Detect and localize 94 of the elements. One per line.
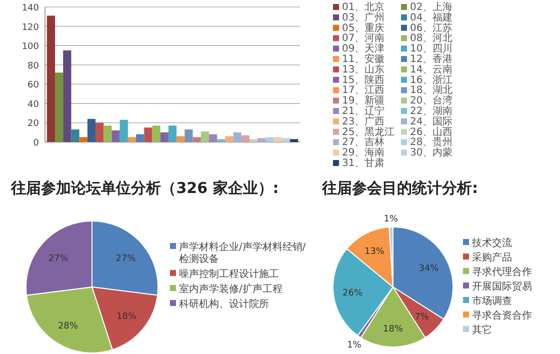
legend-label: 市场调查	[472, 295, 512, 307]
legend-label: 科研机构、设计院所	[179, 298, 269, 310]
data-label: 28%	[58, 321, 78, 332]
bar	[87, 118, 96, 142]
legend-label: 26、山西	[410, 126, 453, 138]
legend-label: 01、北京	[342, 1, 385, 13]
legend-label: 18、湖北	[410, 84, 453, 96]
data-label: 18%	[116, 312, 138, 322]
legend-label: 24、国际	[410, 116, 453, 128]
legend-label: 13、山东	[342, 63, 385, 76]
bar	[249, 139, 258, 142]
data-label: 27%	[116, 254, 136, 264]
legend-label: 09、天津	[342, 42, 385, 55]
bar	[184, 129, 193, 142]
data-label: 18%	[382, 324, 404, 334]
y-tick-label: 60	[28, 80, 40, 91]
bar	[152, 126, 160, 142]
bar	[120, 120, 128, 142]
bar	[233, 132, 242, 142]
legend-label: 10、四川	[410, 42, 453, 55]
bar	[290, 139, 298, 142]
data-label: 1%	[384, 214, 398, 225]
bar	[112, 130, 120, 142]
data-label: 34%	[418, 264, 440, 274]
y-tick-label: 140	[22, 4, 40, 14]
data-label: 13%	[364, 247, 385, 258]
bar	[104, 126, 112, 142]
chart-title: 往届参会目的统计分析:	[321, 179, 478, 197]
y-tick-label: 20	[28, 119, 40, 130]
y-tick-label: 0	[33, 138, 40, 148]
bar	[160, 132, 168, 142]
legend-label: 寻求合资合作	[472, 310, 532, 322]
legend-label: 07、河南	[342, 32, 385, 44]
bar	[258, 138, 266, 142]
legend-label: 开展国际贸易	[472, 280, 532, 292]
legend-label: 15、陕西	[342, 74, 385, 86]
legend-label: 21、辽宁	[342, 105, 385, 117]
legend-label: 29、海南	[342, 146, 385, 159]
legend-label: 声学材料企业/声学材料经销/检测设备	[179, 241, 306, 265]
legend-label: 噪声控制工程设计施工	[179, 268, 279, 280]
bar	[144, 128, 152, 142]
legend-label: 寻求代理合作	[472, 266, 532, 278]
legend-label: 04、福建	[410, 11, 453, 24]
legend-label: 22、湖南	[410, 105, 453, 117]
legend-label: 其它	[472, 324, 492, 336]
bar	[225, 136, 234, 142]
data-label: 7%	[414, 312, 430, 322]
legend-label: 16、浙江	[410, 74, 453, 86]
y-tick-label: 80	[28, 61, 40, 72]
bar	[63, 50, 72, 142]
bar	[46, 16, 56, 142]
bar	[128, 137, 136, 142]
y-tick-label: 120	[22, 22, 40, 33]
legend-label: 20、台湾	[410, 94, 453, 107]
bar	[79, 137, 88, 142]
bar	[208, 134, 218, 142]
legend-label: 室内声学装修/扩声工程	[179, 283, 282, 295]
bar	[55, 72, 64, 142]
legend-label: 技术交流	[471, 237, 512, 249]
legend-label: 28、贵州	[410, 136, 453, 148]
bar	[274, 137, 282, 142]
y-tick-label: 40	[28, 100, 40, 110]
legend-label: 06、江苏	[410, 22, 453, 34]
legend-label: 05、重庆	[342, 22, 385, 34]
bar	[200, 131, 209, 142]
legend-label: 31、甘肃	[342, 157, 385, 169]
legend-label: 17、江西	[342, 84, 385, 96]
bar	[282, 138, 290, 142]
legend-label: 采购产品	[472, 252, 512, 264]
legend-label: 19、新疆	[342, 94, 385, 107]
legend-label: 02、上海	[410, 1, 453, 13]
bar	[176, 136, 185, 142]
data-label: 26%	[342, 288, 363, 299]
bar	[136, 134, 144, 142]
legend-label: 14、云南	[410, 63, 453, 76]
bar	[266, 137, 274, 142]
legend-label: 27、吉林	[342, 136, 385, 148]
bar	[192, 137, 201, 142]
data-label: 1%	[347, 340, 362, 351]
bar	[217, 139, 226, 142]
legend-label: 11、安徽	[342, 53, 385, 65]
bar	[96, 122, 104, 142]
chart-title: 往届参加论坛单位分析（326 家企业）:	[10, 179, 279, 197]
bar	[168, 126, 177, 142]
legend-label: 23、广西	[342, 115, 385, 128]
legend-label: 25、黑龙江	[342, 126, 395, 138]
legend-label: 08、河北	[410, 32, 453, 44]
legend-label: 30、内蒙	[410, 146, 453, 159]
legend-label: 12、香港	[410, 53, 453, 65]
y-tick-label: 100	[22, 42, 40, 52]
bar	[241, 135, 250, 142]
legend-label: 03、广州	[342, 11, 385, 24]
data-label: 27%	[48, 254, 69, 264]
bar	[71, 129, 80, 142]
